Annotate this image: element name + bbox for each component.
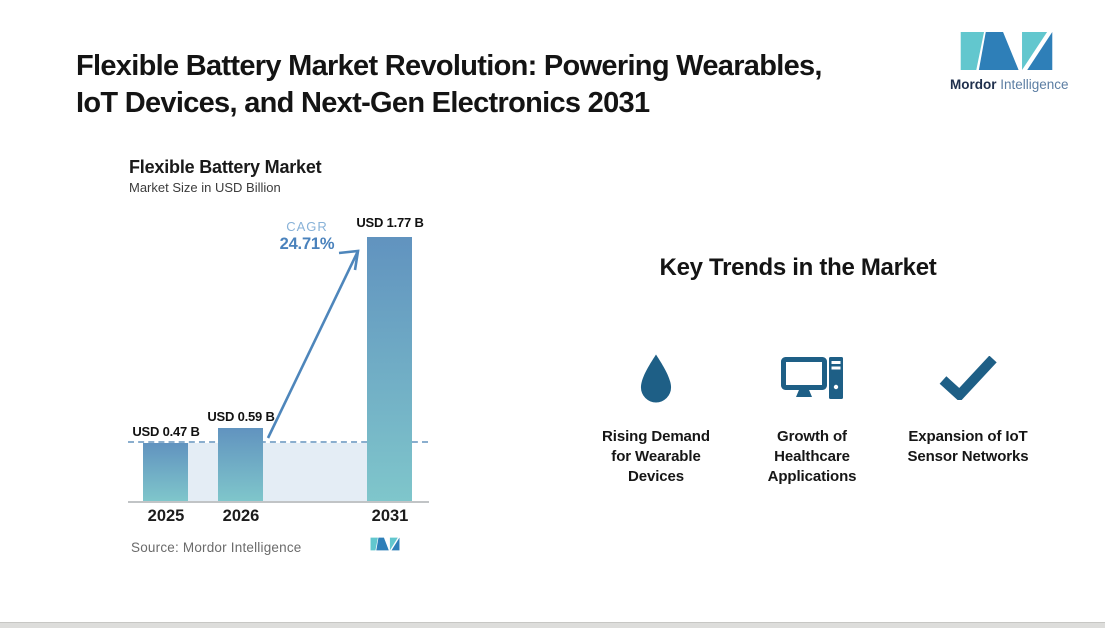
chart-source: Source: Mordor Intelligence xyxy=(131,540,302,555)
x-tick-2031: 2031 xyxy=(371,507,409,525)
baseline-dashed-line xyxy=(128,441,428,443)
trend-label-wearables: Rising Demand for Wearable Devices xyxy=(602,428,710,485)
page-title-line2: IoT Devices, and Next-Gen Electronics 20… xyxy=(76,87,650,119)
brand-name-light: Intelligence xyxy=(1000,77,1069,92)
trend-label-iot: Expansion of IoT Sensor Networks xyxy=(907,428,1029,465)
checkmark-icon xyxy=(939,356,997,400)
trend-item-healthcare: Growth of Healthcare Applications xyxy=(732,352,892,487)
bar-2026 xyxy=(218,428,263,501)
cagr-label: CAGR xyxy=(286,219,328,234)
page-title-line1: Flexible Battery Market Revolution: Powe… xyxy=(76,50,822,82)
chart-title: Flexible Battery Market xyxy=(129,157,322,177)
brand-name-bold: Mordor xyxy=(950,77,997,92)
mordor-intelligence-logo-icon xyxy=(960,32,1052,70)
bar-value-2026: USD 0.59 B xyxy=(207,409,275,424)
bar-value-2025: USD 0.47 B xyxy=(132,424,200,439)
mordor-intelligence-mini-logo-icon xyxy=(370,537,400,551)
trend-label-healthcare: Growth of Healthcare Applications xyxy=(767,428,857,485)
chart-subtitle: Market Size in USD Billion xyxy=(129,180,281,195)
trend-item-iot: Expansion of IoT Sensor Networks xyxy=(888,352,1048,467)
page-title: Flexible Battery Market Revolution: Powe… xyxy=(76,48,926,122)
window-bottom-edge xyxy=(0,622,1105,628)
trends-heading: Key Trends in the Market xyxy=(659,254,937,281)
water-drop-icon xyxy=(640,354,672,403)
cagr-value: 24.71% xyxy=(279,235,335,253)
bar-2025 xyxy=(143,443,188,501)
growth-arrow-icon xyxy=(266,249,360,439)
x-axis-line xyxy=(128,501,429,503)
bar-2031 xyxy=(367,237,412,501)
brand-logo: Mordor Intelligence xyxy=(950,30,1069,92)
bar-value-2031: USD 1.77 B xyxy=(356,215,424,230)
trend-item-wearables: Rising Demand for Wearable Devices xyxy=(576,352,736,487)
brand-name: Mordor Intelligence xyxy=(950,77,1069,92)
x-tick-2025: 2025 xyxy=(147,507,185,525)
desktop-computer-icon xyxy=(781,356,843,399)
x-tick-2026: 2026 xyxy=(222,507,260,525)
cagr-annotation: CAGR 24.71% xyxy=(266,219,348,254)
